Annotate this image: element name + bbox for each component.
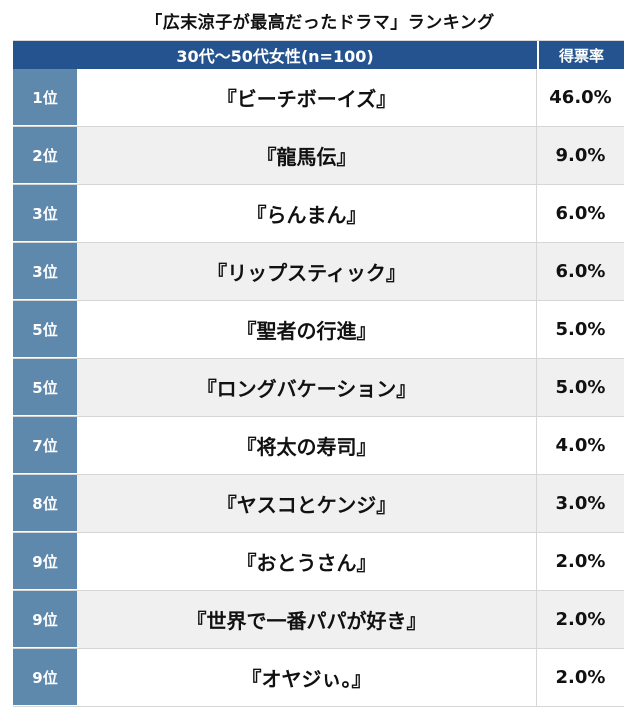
rank-cell: 8位: [13, 475, 77, 532]
ranking-table: 30代〜50代女性(n=100) 得票率 1位 『ビーチボーイズ』 46.0% 2位『…: [13, 40, 624, 707]
chart-title: 「広末涼子が最高だったドラマ」ランキング: [145, 13, 495, 33]
table-row: 3位 『らんまん』 6.0%: [13, 185, 624, 243]
table-row: 3位 『リップスティック』 6.0%: [13, 243, 624, 301]
table-body: 1位 『ビーチボーイズ』 46.0% 2位 『龍馬伝』 9.0% 3位 『らんまん』 6.0% 3…: [13, 69, 624, 707]
table-row: 7位 『将太の寿司』 4.0%: [13, 417, 624, 475]
rank-cell: 9位: [13, 591, 77, 648]
rank-cell: 7位: [13, 417, 77, 474]
vote-percent-cell: 9.0%: [537, 127, 624, 184]
table-row: 9位 『オヤジぃ。』 2.0%: [13, 649, 624, 707]
table-row: 9位 『おとうさん』 2.0%: [13, 533, 624, 591]
drama-title-cell: 『将太の寿司』: [77, 417, 537, 474]
vote-percent-cell: 2.0%: [555, 667, 606, 688]
rank-cell: 1位: [13, 69, 77, 126]
table-row: 9位 『世界で一番パパが好き』 2.0%: [13, 591, 624, 649]
vote-percent-cell: 3.0%: [537, 475, 624, 532]
table-header-row: 30代〜50代女性(n=100) 得票率: [13, 41, 624, 69]
rank-cell: 9位: [13, 533, 77, 590]
vote-percent-cell: 6.0%: [537, 243, 624, 300]
drama-title-cell: 『リップスティック』: [77, 243, 537, 300]
drama-title-cell: 『世界で一番パパが好き』: [77, 591, 537, 648]
table-row: 5位 『聖者の行進』 5.0%: [13, 301, 624, 359]
vote-percent-cell: 4.0%: [555, 435, 606, 456]
vote-percent-cell: 6.0%: [555, 203, 606, 224]
drama-title-cell: 『ビーチボーイズ』: [77, 69, 537, 126]
table-row: 5位 『ロングバケーション』 5.0%: [13, 359, 624, 417]
rank-cell: 3位: [13, 185, 77, 242]
rank-cell: 9位: [13, 649, 77, 706]
drama-title-cell: 『おとうさん』: [77, 533, 537, 590]
vote-percent-cell: 46.0%: [549, 87, 612, 108]
header-vote-share: 得票率: [537, 41, 624, 69]
drama-title-cell: 『聖者の行進』: [77, 301, 537, 358]
rank-cell: 5位: [13, 301, 77, 358]
drama-title-cell: 『らんまん』: [77, 185, 537, 242]
table-row: 8位 『ヤスコとケンジ』 3.0%: [13, 475, 624, 533]
drama-title-cell: 『ヤスコとケンジ』: [77, 475, 537, 532]
vote-percent-cell: 2.0%: [537, 591, 624, 648]
rank-cell: 5位: [13, 359, 77, 416]
vote-percent-cell: 2.0%: [555, 551, 606, 572]
header-respondents: 30代〜50代女性(n=100): [13, 41, 537, 69]
drama-title-cell: 『龍馬伝』: [77, 127, 537, 184]
vote-percent-cell: 5.0%: [555, 319, 606, 340]
rank-cell: 2位: [13, 127, 77, 184]
table-row: 2位 『龍馬伝』 9.0%: [13, 127, 624, 185]
drama-title-cell: 『ロングバケーション』: [77, 359, 537, 416]
rank-cell: 3位: [13, 243, 77, 300]
table-row: 1位 『ビーチボーイズ』 46.0%: [13, 69, 624, 127]
vote-percent-cell: 5.0%: [537, 359, 624, 416]
drama-title-cell: 『オヤジぃ。』: [77, 649, 537, 706]
